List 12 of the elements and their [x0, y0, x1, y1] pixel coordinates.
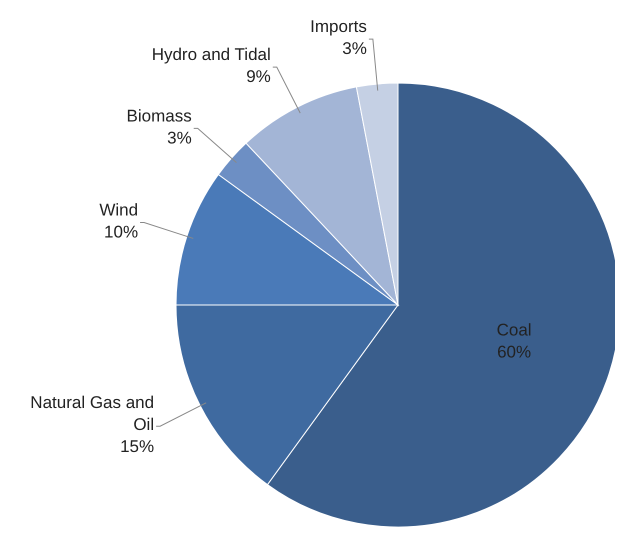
data-label: 15%: [120, 438, 154, 457]
slice-label: Natural Gas and Oil: [30, 394, 154, 435]
slice-label: Coal: [496, 321, 532, 340]
slice-label: Hydro and Tidal: [152, 46, 271, 65]
data-label: 9%: [246, 68, 271, 87]
data-label: 60%: [497, 343, 532, 362]
slice-label: Biomass: [126, 106, 192, 126]
data-label: 3%: [342, 40, 367, 59]
data-label: 3%: [167, 128, 192, 148]
data-label: 10%: [104, 222, 138, 242]
slice-label: Imports: [310, 18, 367, 37]
slice-label: Wind: [99, 200, 138, 220]
